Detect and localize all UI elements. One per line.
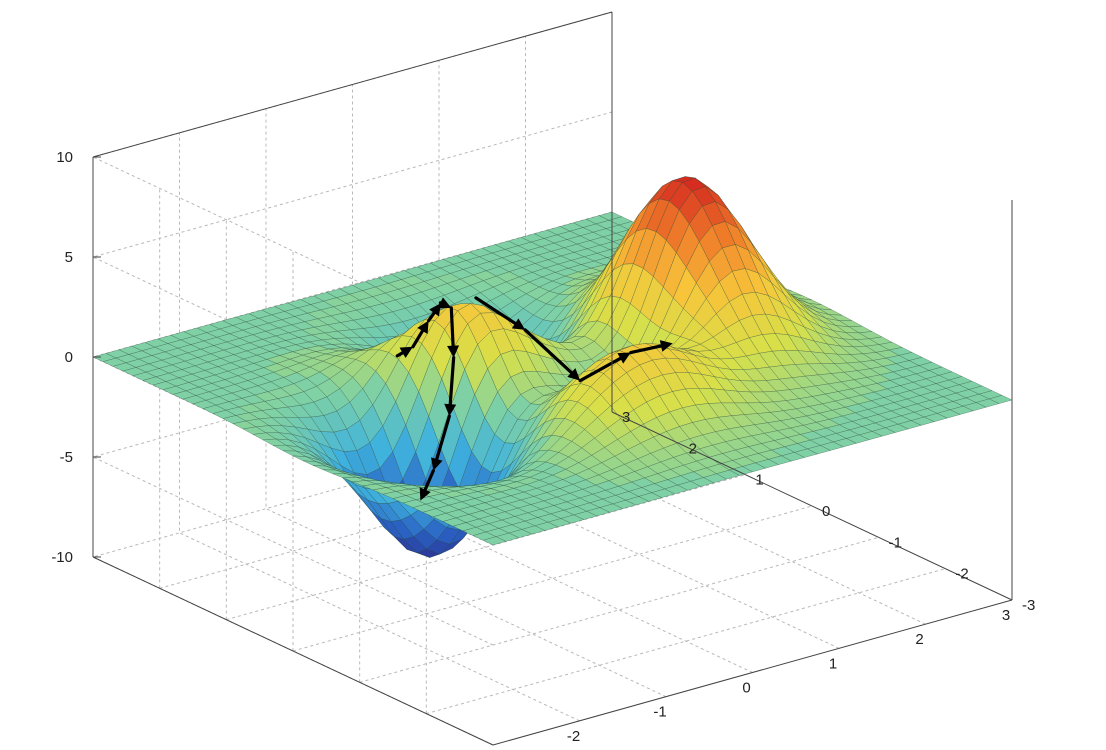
y-tick-label: 3	[622, 409, 630, 426]
path-arrow	[411, 320, 429, 349]
path-arrow	[578, 352, 631, 383]
path-arrow	[447, 306, 460, 358]
x-grid-line	[179, 132, 580, 722]
y-tick-label: 2	[689, 440, 697, 457]
y-tick-label: -2	[955, 566, 968, 583]
path-arrow	[427, 303, 441, 323]
surface-cell	[482, 536, 507, 546]
path-arrow	[444, 356, 457, 417]
z-tick-label: 0	[65, 349, 73, 366]
axis-edge	[92, 556, 494, 746]
z-tick-label: 10	[56, 149, 73, 166]
x-tick-label: -1	[653, 704, 666, 721]
path-arrow	[395, 346, 413, 359]
path-arrow	[431, 414, 451, 471]
axes	[92, 11, 1013, 746]
y-tick-label: 0	[822, 503, 830, 520]
x-tick-label: 1	[829, 655, 837, 672]
x-tick-label: 2	[915, 631, 923, 648]
path-arrow	[523, 328, 581, 381]
y-tick-label: -3	[1022, 597, 1035, 614]
x-tick-label: 0	[742, 680, 750, 697]
path-arrow	[419, 469, 435, 501]
gradient-path	[395, 296, 673, 501]
path-arrow	[474, 296, 526, 330]
x-grid-line	[352, 84, 753, 673]
axis-edge	[92, 11, 613, 158]
x-tick-label: -2	[567, 728, 580, 745]
y-tick-label: -1	[889, 534, 902, 551]
axis-edge	[492, 599, 1013, 746]
z-tick-label: -10	[51, 549, 73, 566]
y-tick-label: 1	[755, 472, 763, 489]
axis-edge	[611, 411, 1013, 601]
z-tick-label: -5	[60, 449, 73, 466]
x-tick-label: 3	[1002, 607, 1010, 624]
x-grid-line	[438, 60, 840, 649]
x-grid-line	[265, 108, 667, 698]
surface-mesh	[92, 176, 1013, 558]
path-arrow	[629, 340, 673, 355]
x-grid-line	[525, 36, 926, 625]
path-arrow	[437, 297, 452, 309]
z-tick-label: 5	[65, 249, 73, 266]
